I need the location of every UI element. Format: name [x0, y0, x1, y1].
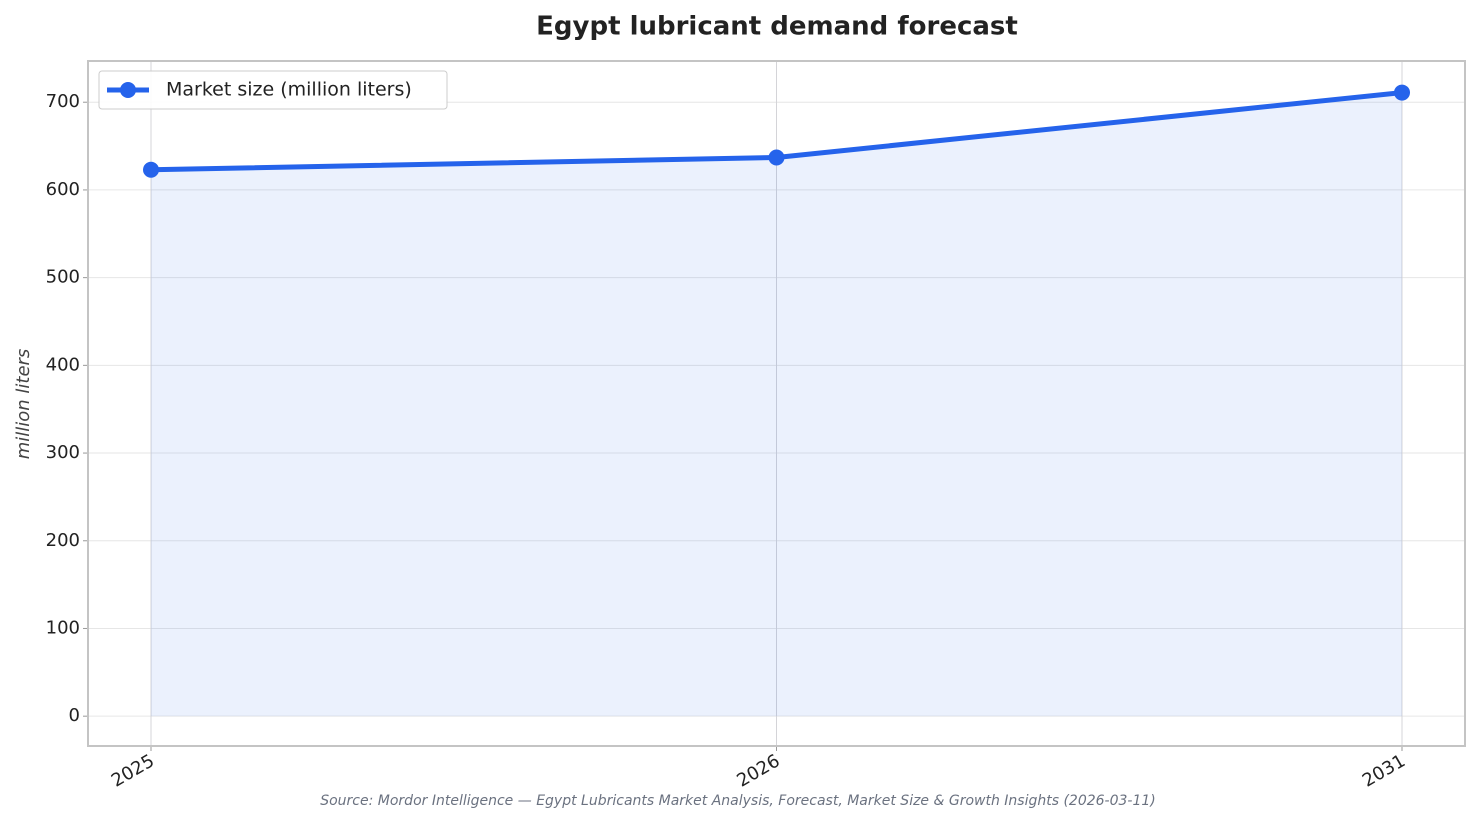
legend: Market size (million liters): [98, 70, 448, 110]
x-tick-label: 2025: [108, 750, 158, 791]
x-tick-label: 2026: [733, 750, 783, 791]
point: [768, 149, 785, 166]
x-tick-label: 2031: [1359, 750, 1409, 791]
area: [151, 92, 1402, 717]
plot-frame: [87, 60, 1466, 747]
y-axis-label: million liters: [13, 349, 34, 460]
chart-title: Egypt lubricant demand forecast: [536, 12, 1018, 42]
y-tick-label: 100: [46, 617, 80, 638]
point: [1394, 84, 1410, 101]
source-note: Source: Mordor Intelligence — Egypt Lubr…: [320, 793, 1156, 809]
y-tick-label: 200: [46, 530, 80, 551]
y-tick-label: 600: [46, 179, 80, 200]
legend-marker: [120, 82, 136, 98]
y-tick-label: 700: [46, 91, 80, 112]
y-tick-label: 0: [69, 705, 80, 726]
y-tick-label: 300: [46, 442, 80, 463]
legend-box: [98, 70, 448, 110]
y-tick-label: 500: [46, 267, 80, 288]
legend-label: Market size (million liters): [166, 79, 412, 101]
y-tick-label: 400: [46, 354, 80, 375]
point: [143, 161, 159, 178]
